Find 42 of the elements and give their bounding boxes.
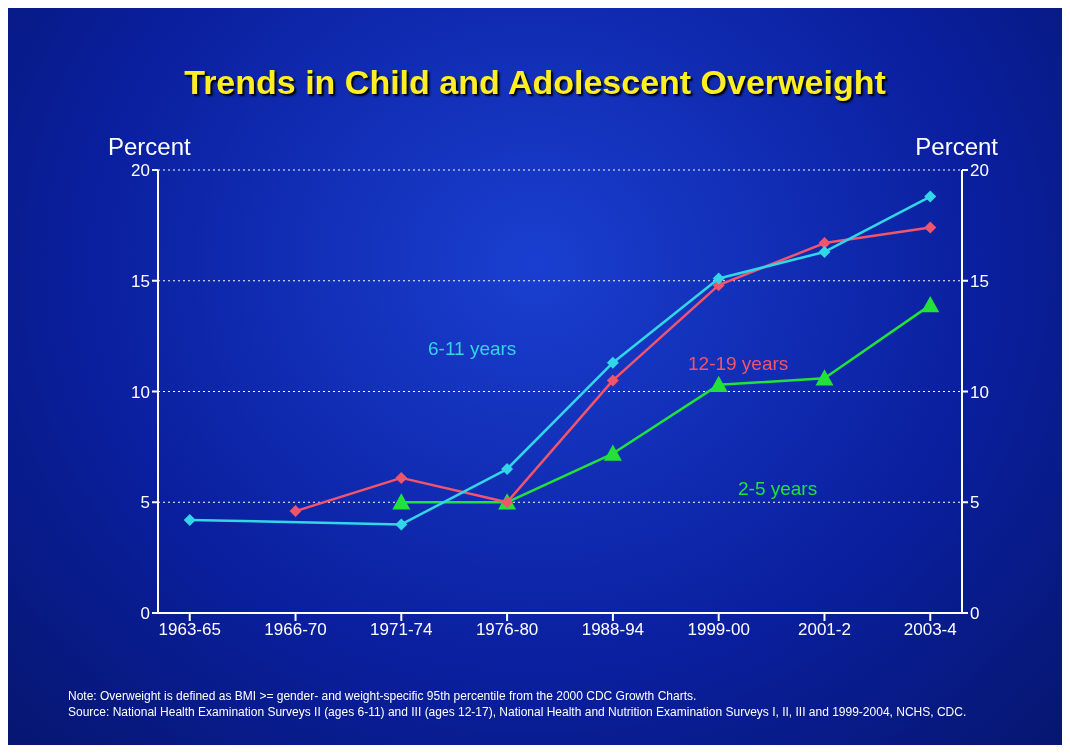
- y2-axis-title: Percent: [915, 133, 998, 161]
- y-tick-label: 0: [140, 604, 150, 624]
- point: [395, 471, 408, 484]
- point: [712, 272, 725, 285]
- y-tick-label: 10: [131, 382, 150, 402]
- y-tick-label: 5: [140, 493, 150, 513]
- y-axis-title: Percent: [108, 133, 191, 161]
- text: Note: Overweight is defined as BMI >= gender- and weight-specific 95th percentile from the 2000 CDC Growth Charts.: [68, 688, 698, 704]
- y-tick-label: 20: [131, 161, 150, 181]
- y-tick-label: 15: [131, 271, 150, 291]
- y2-tick-label: 20: [970, 161, 989, 181]
- y2-tick-label: 15: [970, 271, 989, 291]
- y2-tick-label: 0: [970, 604, 980, 624]
- x-tick-label: 1999-00: [687, 620, 750, 640]
- text: 2-5 years: [738, 478, 818, 500]
- point: [183, 513, 196, 526]
- x-tick-label: 2003-4: [903, 620, 957, 640]
- point: [395, 518, 408, 531]
- point: [818, 245, 831, 258]
- point: [815, 369, 834, 386]
- x-tick-label: 1963-65: [158, 620, 221, 640]
- point: [603, 444, 622, 461]
- point: [924, 190, 937, 203]
- point: [501, 463, 514, 476]
- x-tick-label: 1988-94: [581, 620, 645, 640]
- x-tick-label: 1976-80: [475, 620, 539, 640]
- source-note: Source: National Health Examination Surveys II (ages 6-11) and III (ages 12-17), National Health and Nutrition Examination Surveys I, II, III and 1999-2004, NCHS, CDC.: [68, 704, 968, 720]
- x-tick-label: 1966-70: [264, 620, 327, 640]
- point: [606, 356, 619, 369]
- point: [921, 296, 940, 313]
- y2-tick-label: 5: [970, 493, 980, 513]
- chart-title: Trends in Child and Adolescent Overweight: [183, 63, 887, 102]
- point: [606, 374, 619, 387]
- point: [709, 375, 728, 393]
- point: [289, 505, 302, 518]
- point: [924, 221, 937, 234]
- text: 6-11 years: [428, 338, 517, 360]
- x-tick-label: 2001-2: [798, 620, 851, 640]
- point: [392, 493, 411, 510]
- y2-tick-label: 10: [970, 382, 989, 402]
- series-label: 12-19 years: [688, 353, 789, 375]
- x-tick-label: 1971-74: [370, 620, 433, 640]
